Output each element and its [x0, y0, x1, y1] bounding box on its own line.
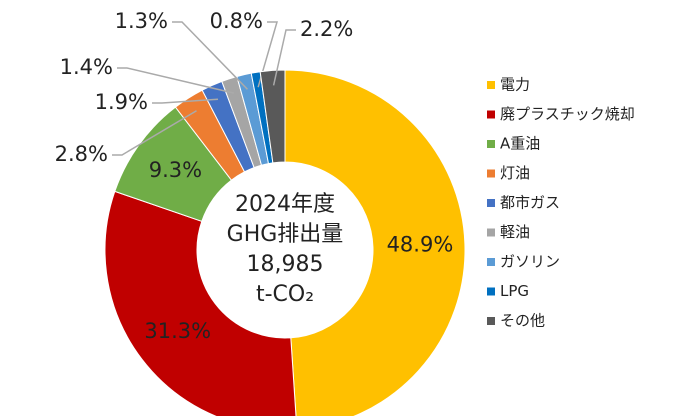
value-label: 2.2% — [300, 17, 353, 41]
center-text: 18,985 — [247, 252, 324, 277]
legend-label: 灯油 — [500, 164, 530, 182]
legend-swatch — [487, 81, 495, 89]
legend-label: その他 — [500, 312, 545, 330]
value-label: 1.4% — [60, 55, 113, 79]
legend-label: 軽油 — [500, 223, 530, 241]
leader-line — [117, 67, 235, 94]
legend-label: 都市ガス — [500, 194, 560, 212]
leader-line — [257, 21, 278, 88]
legend-swatch — [487, 199, 495, 207]
leader-line — [172, 21, 248, 90]
legend-label: 廃プラスチック焼却 — [500, 105, 635, 123]
donut-slice — [104, 190, 297, 416]
leader-line — [112, 110, 197, 156]
legend-label: 電力 — [500, 76, 530, 94]
legend-label: ガソリン — [500, 253, 560, 271]
legend-swatch — [487, 228, 495, 237]
legend-swatch — [487, 258, 495, 266]
value-label: 2.8% — [55, 142, 108, 166]
leader-line — [152, 98, 219, 104]
leader-line — [272, 29, 296, 86]
value-label: 9.3% — [149, 158, 202, 182]
legend-label: A重油 — [500, 135, 540, 153]
center-text: t-CO₂ — [256, 282, 314, 307]
legend-swatch — [487, 140, 495, 148]
value-label: 1.3% — [115, 9, 168, 33]
donut-slice — [259, 69, 286, 164]
donut-slice — [284, 69, 466, 416]
value-label: 31.3% — [144, 319, 211, 343]
legend-label: LPG — [500, 282, 529, 300]
legend-swatch — [487, 169, 495, 178]
value-label: 0.8% — [210, 9, 263, 33]
legend-swatch — [487, 317, 495, 325]
legend-swatch — [487, 287, 495, 296]
legend-swatch — [487, 110, 495, 119]
center-text: GHG排出量 — [227, 222, 344, 247]
value-label: 1.9% — [95, 90, 148, 114]
value-label: 48.9% — [387, 233, 454, 257]
center-text: 2024年度 — [235, 192, 335, 217]
